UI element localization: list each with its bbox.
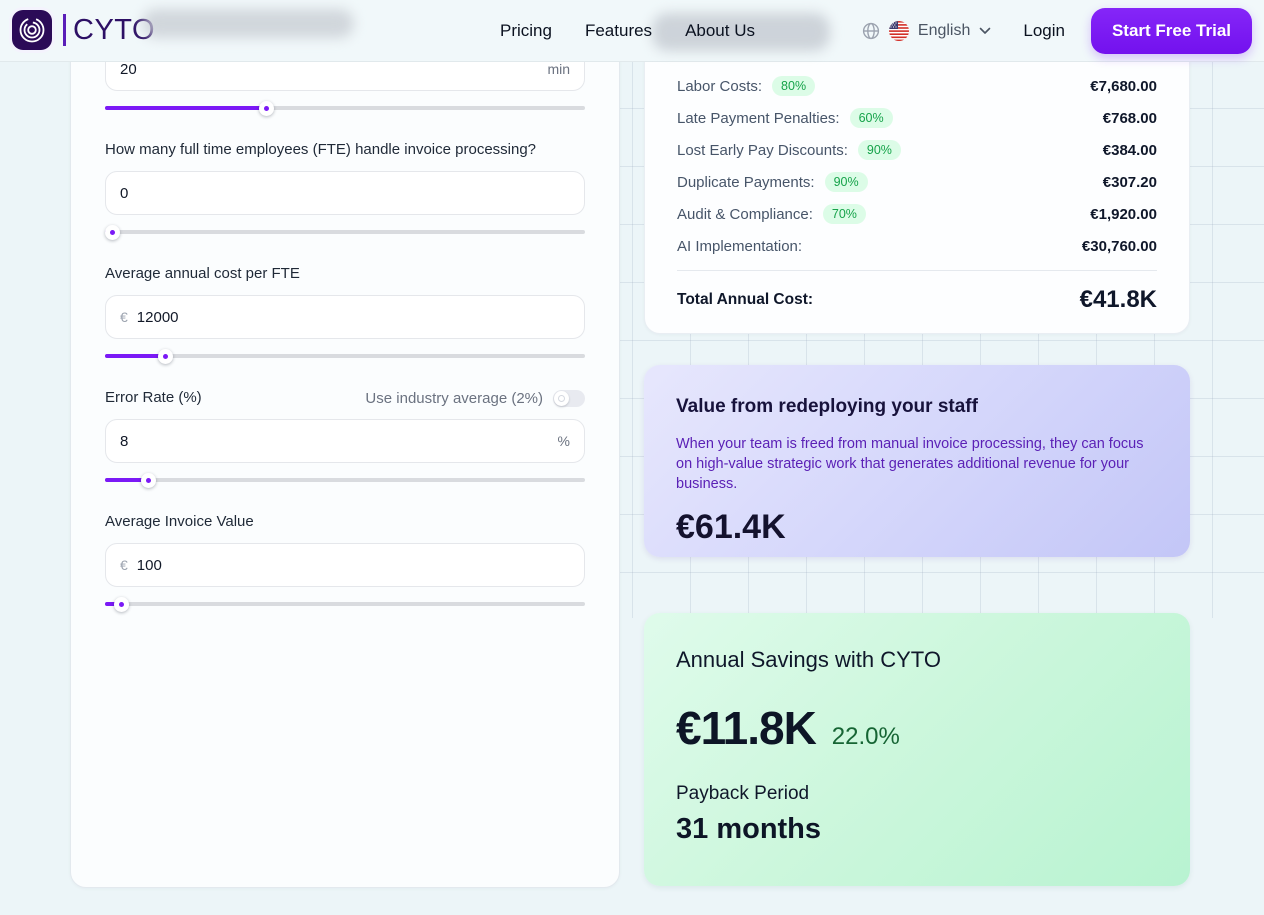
cost-row-badge: 90% [857,140,901,160]
cost-row-badge: 70% [822,204,866,224]
payback-period-label: Payback Period [676,783,810,804]
nav-link[interactable]: Features [584,21,653,40]
invoice-value-label: Average Invoice Value [105,513,254,530]
language-selector[interactable]: English [862,21,991,41]
login-link[interactable]: Login [1023,21,1065,40]
cost-row-value: €1,920.00 [1090,205,1157,223]
slider-track [105,478,585,482]
fte-count-label: How many full time employees (FTE) handl… [105,141,537,158]
globe-icon [862,22,880,40]
toggle-knob [554,390,569,406]
minutes-slider[interactable] [105,101,585,116]
error-rate-label: Error Rate (%) [105,389,202,406]
fte-cost-input-box: € [105,295,585,339]
cost-row: Late Payment Penalties: 60% €768.00 [677,108,1157,128]
payback-period-value: 31 months [676,813,822,845]
start-free-trial-button[interactable]: Start Free Trial [1091,8,1252,54]
cost-row-badge: 90% [824,172,868,192]
invoice-value-input-box: € [105,543,585,587]
language-label: English [917,22,971,39]
minutes-per-invoice-input[interactable] [120,60,540,78]
us-flag-icon [888,21,909,41]
minutes-unit-suffix: min [547,61,570,77]
redacted-text-blur [652,13,830,51]
cost-row-label: Late Payment Penalties: [677,109,840,127]
brand-name: CYTO [73,13,156,46]
slider-track [105,230,585,234]
cost-row: Duplicate Payments: 90% €307.20 [677,172,1157,192]
savings-percent: 22.0% [831,723,900,750]
slider-track [105,106,585,110]
cost-row: Lost Early Pay Discounts: 90% €384.00 [677,140,1157,160]
cost-row-badge: 80% [772,76,816,96]
nav-link[interactable]: About Us [685,21,755,40]
fte-cost-slider[interactable] [105,349,585,364]
industry-average-toggle-label: Use industry average (2%) [365,389,543,407]
euro-prefix: € [120,309,128,325]
brand-separator [63,14,66,46]
cost-row-badge: 60% [849,108,893,128]
cost-row-label: Labor Costs: [677,77,763,95]
cost-row-value: €30,760.00 [1081,237,1157,255]
cost-row-value: €384.00 [1102,141,1157,159]
brand[interactable]: CYTO [12,10,155,50]
error-rate-input[interactable] [120,432,550,450]
slider-thumb[interactable] [113,597,129,612]
chevron-down-icon [980,27,991,34]
redeploy-value-card: Value from redeploying your staff When y… [644,365,1190,557]
slider-fill [105,354,161,358]
roi-calculator-panel: min How many full time employees (FTE) h… [70,0,620,888]
total-annual-cost-value: €41.8K [1079,286,1157,313]
fte-cost-label: Average annual cost per FTE [105,265,300,282]
slider-track [105,354,585,358]
cost-row: Labor Costs: 80% €7,680.00 [677,76,1157,96]
redeploy-card-title: Value from redeploying your staff [676,396,978,417]
slider-thumb[interactable] [105,225,120,240]
fte-cost-input[interactable] [136,308,570,326]
euro-prefix: € [120,557,128,573]
total-annual-cost-label: Total Annual Cost: [677,291,814,308]
cost-row-label: Lost Early Pay Discounts: [677,141,848,159]
cost-row-label: Duplicate Payments: [677,173,815,191]
nav-links: Pricing Features About Us [500,0,755,62]
invoice-value-input[interactable] [136,556,570,574]
savings-card-title: Annual Savings with CYTO [676,647,941,672]
total-annual-cost-row: Total Annual Cost: €41.8K [677,285,1157,315]
percent-suffix: % [557,433,570,449]
annual-savings-card: Annual Savings with CYTO €11.8K 22.0% Pa… [644,613,1190,886]
slider-fill [105,106,264,110]
divider [677,270,1157,271]
slider-thumb[interactable] [140,473,156,488]
cost-row-value: €768.00 [1102,109,1157,127]
redacted-text-blur [142,9,354,38]
industry-average-toggle[interactable] [553,389,585,407]
error-rate-input-box: % [105,419,585,463]
cost-breakdown-rows: Labor Costs: 80% €7,680.00 Late Payment … [677,76,1157,256]
fte-count-input-box [105,171,585,215]
navbar: CYTO Pricing Features About Us [0,0,1264,62]
slider-fill [105,478,143,482]
cost-row-value: €307.20 [1102,173,1157,191]
nav-link[interactable]: Pricing [500,21,552,40]
fte-count-input[interactable] [120,184,570,202]
fte-count-slider[interactable] [105,225,585,240]
cost-row: Audit & Compliance: 70% €1,920.00 [677,204,1157,224]
invoice-value-slider[interactable] [105,597,585,612]
cost-row: AI Implementation: €30,760.00 [677,236,1157,256]
redeploy-card-value: €61.4K [676,508,786,546]
savings-amount: €11.8K [676,702,817,754]
error-rate-slider[interactable] [105,473,585,488]
cost-row-label: AI Implementation: [677,237,803,255]
redeploy-card-body: When your team is freed from manual invo… [676,436,1144,492]
slider-thumb[interactable] [158,349,174,364]
cyto-logo-icon [12,10,52,50]
slider-track [105,602,585,606]
cost-row-value: €7,680.00 [1090,77,1157,95]
slider-fill [105,602,116,606]
cost-row-label: Audit & Compliance: [677,205,813,223]
slider-thumb[interactable] [258,101,274,116]
